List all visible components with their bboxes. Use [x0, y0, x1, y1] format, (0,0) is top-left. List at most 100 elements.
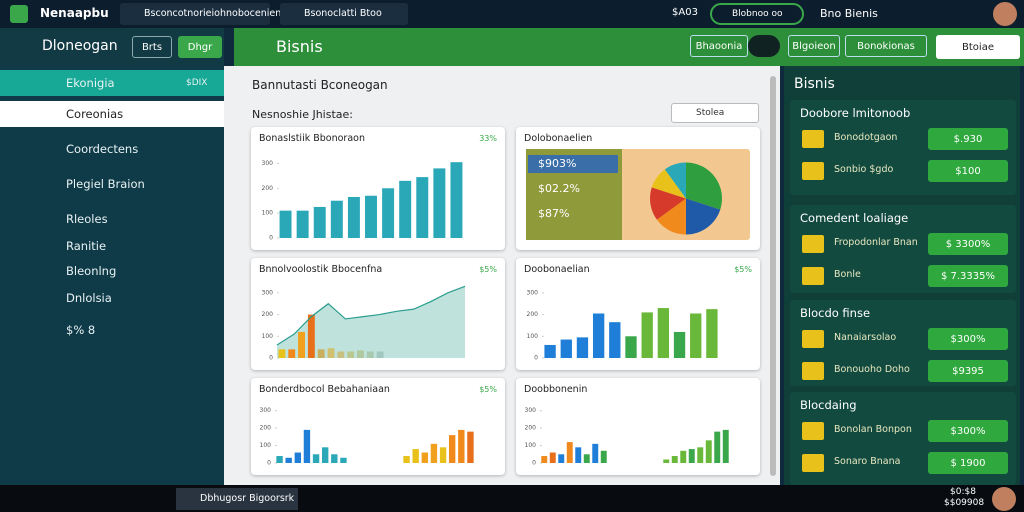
chart-title: Dolobonaelien	[524, 133, 593, 144]
sidebar-item[interactable]: Coreonias	[0, 101, 224, 127]
bar	[382, 188, 395, 238]
bar	[433, 168, 446, 238]
y-tick-label: 0	[532, 460, 536, 467]
task-window[interactable]: Dbhugosr Bigoorsrk	[176, 488, 298, 510]
bar	[430, 443, 438, 463]
bar	[279, 210, 292, 238]
bar	[439, 447, 447, 463]
sidebar-label: Bleonlng	[66, 264, 117, 278]
status-pill[interactable]: Blobnoo oo	[710, 3, 804, 25]
header-button[interactable]: Btoiae	[936, 35, 1020, 59]
sidebar-label: Coordectens	[66, 142, 139, 156]
tab[interactable]: Bsconcotnorieiohnobocenien	[120, 3, 281, 25]
chart-badge: $5%	[479, 265, 497, 274]
legend-swatch	[528, 155, 618, 173]
item-label: Bonouoho Doho	[834, 364, 910, 375]
pill-label: Blobnoo oo	[732, 9, 783, 19]
chart: $903% $02.2% $87%	[526, 149, 750, 240]
item-value[interactable]: $9395	[928, 360, 1008, 382]
bar	[671, 456, 678, 463]
y-tick-label: 200	[260, 425, 272, 432]
sidebar-item[interactable]: $% 8	[0, 317, 224, 343]
item-label: Nanaiarsolao	[834, 332, 897, 343]
sidebar-title: Dloneogan	[42, 38, 118, 54]
y-tick-label: 0	[534, 355, 538, 362]
sidebar-label: Ekonigia	[66, 76, 115, 90]
bar	[706, 309, 718, 358]
y-tick-label: 300	[262, 160, 274, 167]
chart: 0 100 200 300	[262, 285, 466, 362]
tab-label: Bsonoclatti Btoo	[304, 8, 382, 19]
y-tick-label: 300	[527, 289, 539, 296]
sidebar-button[interactable]: Brts	[132, 36, 172, 58]
item-value[interactable]: $ 7.3335%	[928, 265, 1008, 287]
header-button[interactable]: Blgoieon	[788, 35, 840, 57]
sidebar-button[interactable]: Dhgr	[178, 36, 222, 58]
bar	[560, 339, 572, 358]
bar	[294, 452, 302, 463]
scrollbar	[770, 76, 776, 476]
sidebar-item[interactable]: Rleoles	[0, 206, 224, 232]
item-value[interactable]: $300%	[928, 420, 1008, 442]
chart: 0 100 200 300	[525, 407, 729, 467]
item-value[interactable]: $ 3300%	[928, 233, 1008, 255]
clock-time: $0:$8	[950, 487, 976, 497]
section-title: Blocdo finse	[800, 306, 871, 320]
bar	[541, 456, 548, 463]
legend-label: $02.2%	[538, 182, 580, 195]
bar	[330, 200, 343, 238]
section-title: Doobore lmitonoob	[800, 106, 911, 120]
bar	[307, 314, 315, 358]
item-icon	[802, 422, 824, 440]
bar	[583, 454, 590, 463]
task-label: Dbhugosr Bigoorsrk	[200, 493, 295, 504]
sidebar-item[interactable]: Plegiel Braion	[0, 171, 224, 197]
item-label: Fropodonlar Bnan	[834, 237, 918, 248]
y-tick-label: 300	[260, 407, 272, 414]
main-subtitle: Nesnoshie Jhistae:	[252, 108, 353, 121]
item-label: Bonle	[834, 269, 861, 280]
sidebar-label: Coreonias	[66, 107, 124, 121]
item-icon	[802, 330, 824, 348]
search[interactable]: Stolea	[671, 103, 759, 123]
pie-slice	[686, 162, 722, 210]
bar	[313, 206, 326, 238]
bar	[673, 331, 686, 358]
tab[interactable]: Bsonoclatti Btoo	[280, 3, 408, 25]
bar	[288, 349, 296, 358]
bar	[625, 336, 637, 358]
chart: 0 100 200 300	[262, 160, 463, 242]
item-icon	[802, 130, 824, 148]
search-label: Stolea	[696, 108, 725, 118]
item-value[interactable]: $.930	[928, 128, 1008, 150]
sidebar-item[interactable]: Ranitie	[0, 233, 224, 259]
bar	[416, 177, 429, 238]
header-button[interactable]: Bhaoonia	[690, 35, 748, 57]
bar	[549, 452, 556, 463]
section-title: Blocdaing	[800, 398, 857, 412]
bar	[663, 459, 670, 463]
chart-badge: $5%	[734, 265, 752, 274]
sidebar-item[interactable]: Coordectens	[0, 136, 224, 162]
pie-slice	[656, 198, 686, 235]
bar	[609, 322, 621, 358]
avatar[interactable]	[993, 2, 1017, 26]
item-value[interactable]: $ 1900	[928, 452, 1008, 474]
item-value[interactable]: $300%	[928, 328, 1008, 350]
bar	[641, 312, 653, 358]
sidebar-item[interactable]: Dnlolsia	[0, 285, 224, 311]
chart-card: 0 100 200 300 Bnnolvoolostik Bbocenfna $5%	[251, 258, 505, 370]
header-button[interactable]: Bonokionas	[845, 35, 927, 57]
item-icon	[802, 162, 824, 180]
sidebar-item[interactable]: Ekonigia $DIX	[0, 70, 224, 96]
chart-card: 0 100 200 300 Bonderdbocol Bebahaniaan $5%	[251, 378, 505, 475]
item-label: Sonbio $gdo	[834, 164, 894, 175]
bar	[600, 450, 607, 463]
header-toggle[interactable]	[748, 35, 780, 57]
bar	[690, 313, 702, 358]
task-avatar[interactable]	[992, 487, 1016, 511]
sidebar-item[interactable]: Bleonlng	[0, 258, 224, 284]
bar	[592, 443, 599, 463]
item-icon	[802, 235, 824, 253]
item-value[interactable]: $100	[928, 160, 1008, 182]
